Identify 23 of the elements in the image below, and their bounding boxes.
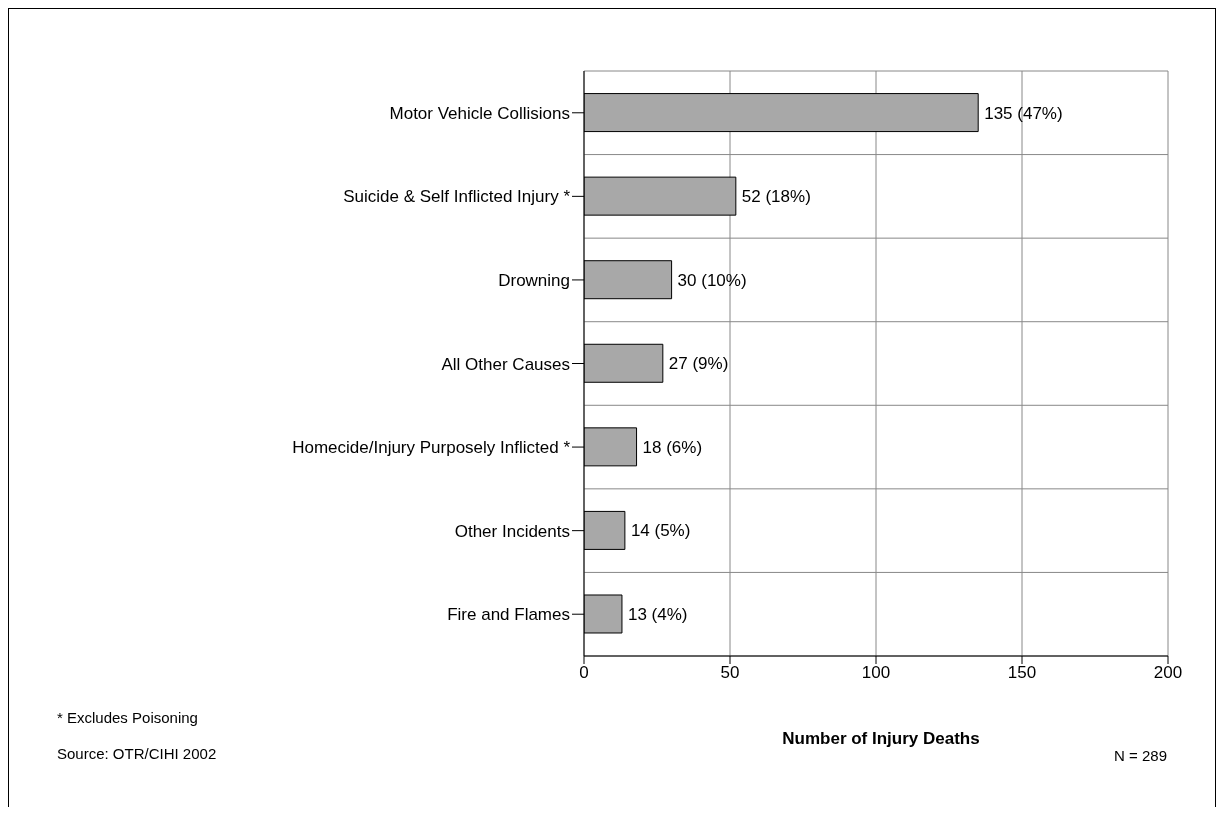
source-note: Source: OTR/CIHI 2002 [57, 745, 217, 762]
y-tick-label: Drowning [498, 270, 570, 290]
data-label: 52 (18%) [741, 187, 811, 207]
x-tick-label: 50 [720, 663, 740, 683]
y-tick-label: Fire and Flames [447, 605, 570, 625]
y-tick-label: Other Incidents [454, 521, 570, 541]
text: * Excludes Poisoning [57, 709, 198, 726]
x-tick-label: 200 [1153, 663, 1183, 683]
data-label: 30 (10%) [677, 270, 747, 290]
y-tick-label: Motor Vehicle Collisions [389, 103, 570, 123]
x-tick-label: 100 [861, 663, 891, 683]
x-tick-label: 0 [579, 663, 589, 683]
y-tick-label: Homecide/Injury Purposely Inflicted * [292, 438, 571, 458]
data-label: 18 (6%) [642, 437, 703, 457]
data-label: 14 (5%) [630, 521, 691, 541]
x-axis-title: Number of Injury Deaths [782, 729, 980, 748]
data-label: 27 (9%) [668, 354, 729, 374]
text: N = 289 [1114, 747, 1167, 764]
y-tick-label: All Other Causes [441, 354, 570, 374]
data-label: 13 (4%) [627, 605, 688, 625]
y-tick-label: Suicide & Self Inflicted Injury * [343, 187, 571, 207]
x-tick-label: 150 [1007, 663, 1037, 683]
data-label: 135 (47%) [984, 103, 1063, 123]
